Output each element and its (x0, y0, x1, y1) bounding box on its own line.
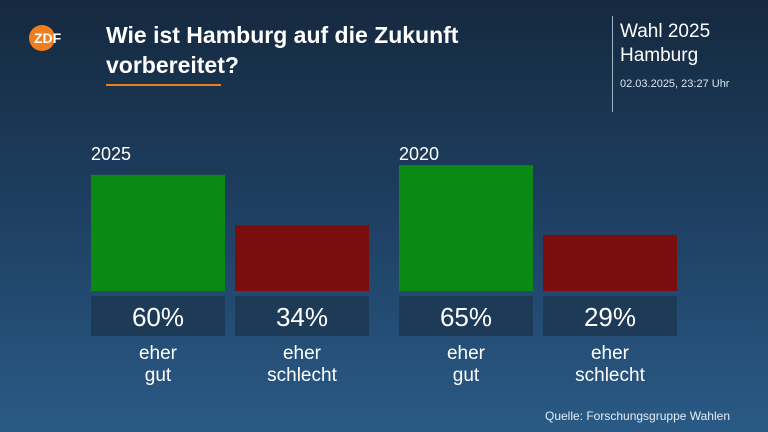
svg-text:ZDF: ZDF (34, 30, 62, 46)
group-label-2025: 2025 (91, 144, 131, 164)
category-label-2025-1-0: eher (283, 343, 322, 364)
bar-chart: 202560%ehergut34%eherschlecht202065%eher… (91, 144, 677, 386)
zdf-logo: ZDF (29, 25, 62, 51)
category-label-2020-1-1: schlecht (575, 365, 645, 386)
title-underline (106, 84, 221, 86)
value-box-2025-1 (235, 296, 369, 336)
bar-2020-eher-gut (399, 165, 533, 291)
data-label-2025-0: 60% (132, 302, 184, 332)
bar-2025-eher-schlecht (235, 225, 369, 291)
election-name: Wahl 2025 (620, 21, 711, 42)
category-label-2025-1-1: schlecht (267, 365, 337, 386)
bar-2025-eher-gut (91, 174, 225, 291)
chart-title: Wie ist Hamburg auf die Zukunft vorberei… (106, 22, 459, 78)
category-label-2020-1-0: eher (591, 343, 630, 364)
data-label-2020-0: 65% (440, 302, 492, 332)
source-note: Quelle: Forschungsgruppe Wahlen (545, 409, 730, 423)
bar-2020-eher-schlecht (543, 234, 677, 291)
category-label-2020-0-1: gut (453, 365, 480, 386)
value-box-2020-1 (543, 296, 677, 336)
election-region: Hamburg (620, 45, 699, 66)
data-label-2020-1: 29% (584, 302, 636, 332)
group-label-2020: 2020 (399, 144, 439, 164)
category-label-2025-0-1: gut (145, 365, 172, 386)
header-divider (612, 16, 613, 112)
category-label-2025-0-0: eher (139, 343, 178, 364)
category-label-2020-0-0: eher (447, 343, 486, 364)
value-box-2025-0 (91, 296, 225, 336)
timestamp: 02.03.2025, 23:27 Uhr (620, 78, 730, 90)
data-label-2025-1: 34% (276, 302, 328, 332)
value-box-2020-0 (399, 296, 533, 336)
